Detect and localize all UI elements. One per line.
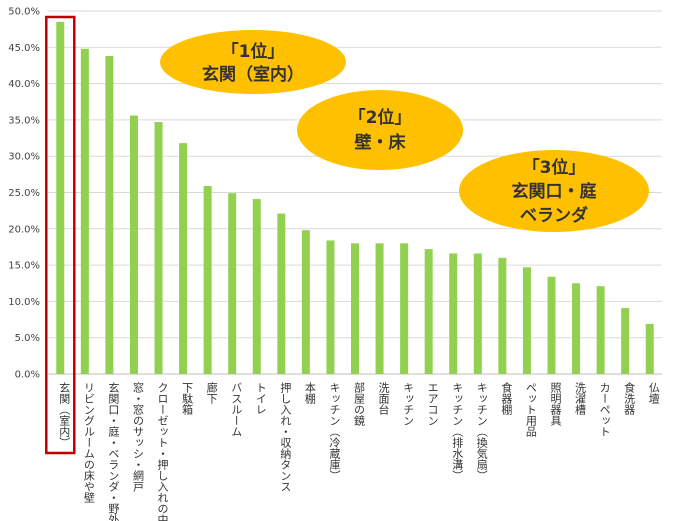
y-tick-label: 35.0% — [8, 115, 40, 126]
x-category-label: 食器棚 — [500, 381, 513, 416]
bar — [473, 253, 482, 374]
y-tick-label: 0.0% — [15, 370, 40, 381]
callout-2-label: 壁・床 — [355, 132, 407, 153]
y-tick-label: 5.0% — [15, 333, 40, 344]
x-category-label: 本棚 — [303, 381, 316, 405]
callout-rank-1: 「1位」 玄関（室内） — [160, 30, 346, 94]
y-tick-label: 40.0% — [8, 79, 40, 90]
bar — [252, 199, 261, 374]
bar — [522, 267, 531, 374]
x-category-label: 窓・窓のサッシ・網戸 — [131, 381, 144, 493]
x-category-label: クローゼット・押し入れの中 — [156, 382, 169, 521]
y-tick-label: 10.0% — [8, 297, 40, 308]
x-category-label: リビングルームの床や壁 — [82, 382, 95, 503]
x-category-label: キッチン（排水溝） — [451, 382, 464, 481]
callout-2-rank: 「2位」 — [349, 107, 412, 128]
x-category-label: トイレ — [254, 382, 267, 415]
x-category-label: カーペット — [598, 382, 611, 437]
highlight-box — [45, 15, 76, 455]
bar — [400, 243, 409, 374]
bars — [56, 21, 654, 375]
x-category-label: キッチン（換気扇） — [475, 382, 488, 481]
bar — [449, 253, 458, 374]
callout-rank-3: 「3位」 玄関口・庭 ベランダ — [459, 150, 649, 232]
x-category-label: 食洗器 — [623, 381, 636, 416]
bar — [129, 115, 138, 374]
x-category-label: 部屋の鏡 — [353, 381, 366, 427]
x-category-label: 玄関（室内） — [58, 381, 71, 448]
bar — [105, 56, 114, 375]
x-category-label: キッチン — [402, 382, 415, 426]
x-category-label: バスルーム — [230, 382, 243, 437]
callout-3-label: 玄関口・庭 — [512, 181, 597, 202]
bar — [301, 230, 310, 374]
bar — [424, 249, 433, 374]
bar — [326, 240, 335, 374]
bar — [645, 323, 654, 374]
bar — [179, 143, 188, 374]
bar — [498, 257, 507, 374]
y-axis-tick-labels: 0.0% 5.0% 10.0% 15.0% 20.0% 25.0% 30.0% 35.0% 40… — [8, 7, 40, 381]
x-category-label: 下駄箱 — [181, 382, 194, 416]
y-tick-label: 15.0% — [8, 261, 40, 272]
bar — [596, 286, 605, 374]
x-category-label: キッチン（冷蔵庫） — [328, 382, 341, 481]
x-category-label: 押し入れ・収納タンス — [279, 381, 292, 492]
x-category-label: 仏壇 — [647, 382, 660, 404]
bar — [203, 185, 212, 374]
callout-3-label-2: ベランダ — [520, 205, 588, 226]
bar — [351, 243, 359, 374]
callout-rank-2: 「2位」 壁・床 — [297, 90, 463, 170]
x-category-label: エアコン — [426, 382, 439, 426]
bar — [621, 307, 630, 374]
bar — [154, 122, 163, 374]
x-category-label: 洗面台 — [377, 382, 390, 415]
y-tick-label: 50.0% — [8, 7, 40, 18]
y-tick-label: 45.0% — [8, 43, 40, 54]
y-tick-label: 30.0% — [8, 152, 40, 163]
x-category-label: ペット用品 — [524, 382, 537, 437]
bar — [228, 193, 237, 374]
x-category-label: 照明器具 — [549, 382, 562, 426]
x-category-label: 洗濯槽 — [574, 382, 587, 416]
callout-bubble-1 — [160, 30, 346, 94]
x-category-label: 玄関口・庭・ベランダ・野外 — [107, 381, 120, 521]
callout-bubble-3 — [459, 150, 649, 232]
callout-bubble-2 — [297, 90, 463, 170]
x-axis-category-labels: 玄関（室内） リビングルームの床や壁 玄関口・庭・ベランダ・野外 窓・窓のサッシ・網戸… — [58, 381, 660, 521]
bar — [375, 243, 384, 374]
bar — [80, 48, 89, 374]
bar — [547, 276, 556, 374]
callout-1-rank: 「1位」 — [222, 41, 285, 62]
y-tick-label: 25.0% — [8, 188, 40, 199]
callout-3-rank: 「3位」 — [523, 157, 586, 178]
bar — [56, 21, 65, 374]
x-category-label: 廊下 — [205, 381, 218, 405]
bar — [572, 283, 581, 374]
callout-1-label: 玄関（室内） — [202, 64, 304, 85]
bar — [277, 213, 286, 374]
y-tick-label: 20.0% — [8, 224, 40, 235]
